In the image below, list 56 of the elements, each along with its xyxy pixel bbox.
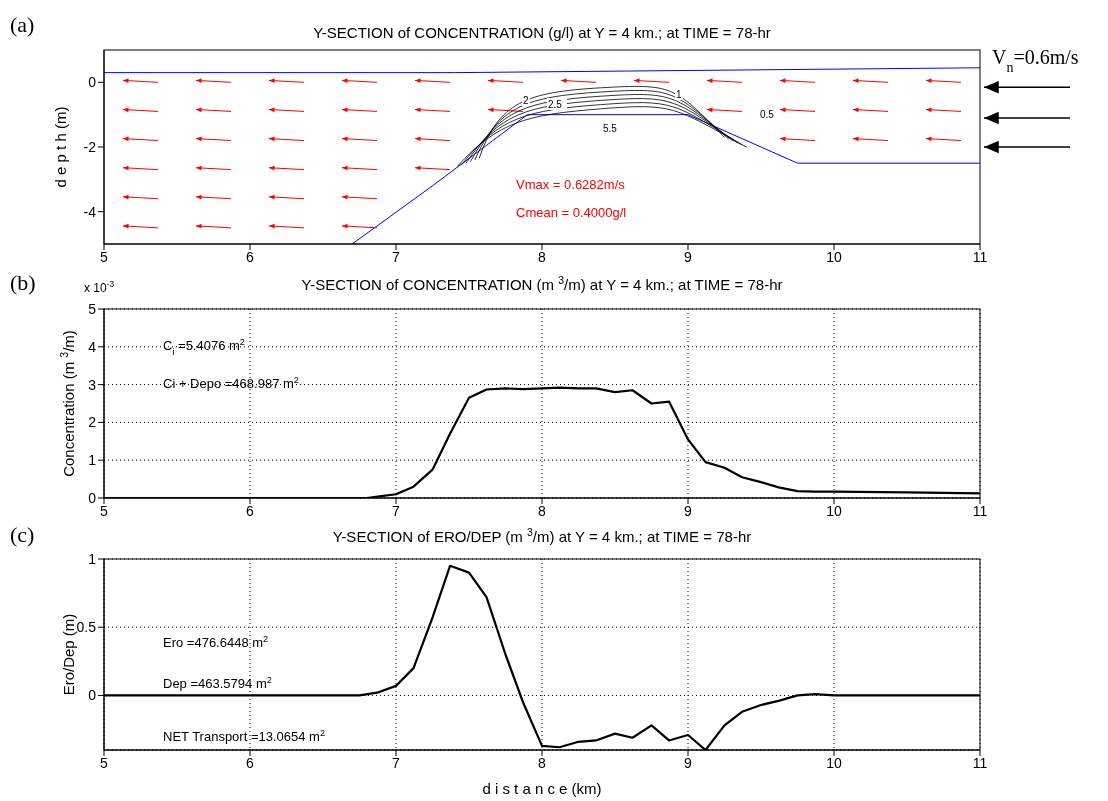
x-tick-label: 10 (826, 248, 842, 265)
y-tick-label: -2 (83, 138, 97, 155)
x-tick-label: 6 (246, 754, 255, 771)
y-tick-label: 0.5 (76, 619, 97, 636)
chart-title: Y-SECTION of ERO/DEP (m $^{3}$/m) at Y = 4 km.; at TIME = 78-hr (332, 526, 752, 545)
y-tick-label: 3 (88, 376, 97, 393)
annotation: Cmean = 0.4000g/l (516, 205, 627, 220)
text: V$_{n}$=0.6m/s (992, 46, 1079, 75)
annotation: 1 (676, 89, 682, 100)
annotation: Ci + Depo =468.987 m$^{2}$ (163, 375, 299, 391)
x-tick-label: 6 (246, 248, 255, 265)
chart-title: Y-SECTION of CONCENTRATION (m $^{3}$/m) at Y = 4 km.; at TIME = 78-hr (301, 274, 783, 293)
annotation: 0.5 (760, 109, 775, 120)
y-tick-label: 0 (88, 74, 97, 91)
x-tick-label: 11 (972, 248, 988, 265)
y-tick-label: 5 (88, 300, 97, 317)
x-tick-label: 9 (684, 248, 693, 265)
x-tick-label: 9 (684, 502, 693, 519)
x-tick-label: 11 (972, 502, 988, 519)
x-tick-label: 10 (826, 502, 842, 519)
annotation: 2 (523, 95, 529, 106)
x-tick-label: 5 (100, 754, 109, 771)
x-axis-title: d i s t a n c e (km) (482, 780, 602, 797)
x-tick-label: 8 (538, 502, 547, 519)
x-tick-label: 8 (538, 248, 547, 265)
text: (c) (10, 522, 35, 547)
annotation: Ero =476.6448 m$^{2}$ (163, 634, 269, 650)
annotation: NET Transport =13.0654 m$^{2}$ (163, 728, 325, 744)
text: (b) (10, 270, 36, 295)
x-tick-label: 8 (538, 754, 547, 771)
y-tick-label: 1 (88, 550, 97, 567)
annotation: 5.5 (603, 123, 618, 134)
y-tick-label: 1 (88, 452, 97, 469)
y-axis-title: Ero/Dep (m) (60, 613, 77, 696)
x-tick-label: 7 (392, 502, 401, 519)
y-tick-label: -4 (83, 203, 97, 220)
x-tick-label: 7 (392, 754, 401, 771)
y-tick-label: 0 (88, 687, 97, 704)
y-tick-label: 4 (88, 338, 97, 355)
x-tick-label: 10 (826, 754, 842, 771)
y-tick-label: 0 (88, 489, 97, 506)
x-tick-label: 5 (100, 502, 109, 519)
annotation: Vmax = 0.6282m/s (516, 177, 626, 192)
x-tick-label: 6 (246, 502, 255, 519)
annotation: 2.5 (548, 99, 563, 110)
x-tick-label: 7 (392, 248, 401, 265)
x-tick-label: 5 (100, 248, 109, 265)
annotation: C$_{i}$ =5.4076 m$^{2}$ (163, 337, 245, 357)
chart-title: Y-SECTION of CONCENTRATION (g/l) at Y = 4 km.; at TIME = 78-hr (313, 24, 771, 41)
x-tick-label: 11 (972, 754, 988, 771)
y-tick-label: 2 (88, 414, 97, 431)
annotation: Dep =463.5794 m$^{2}$ (163, 675, 272, 691)
x-tick-label: 9 (684, 754, 693, 771)
text: x 10$^{-3}$ (84, 279, 115, 295)
y-axis-title: d e p t h (m) (52, 106, 69, 188)
text: (a) (10, 12, 35, 37)
